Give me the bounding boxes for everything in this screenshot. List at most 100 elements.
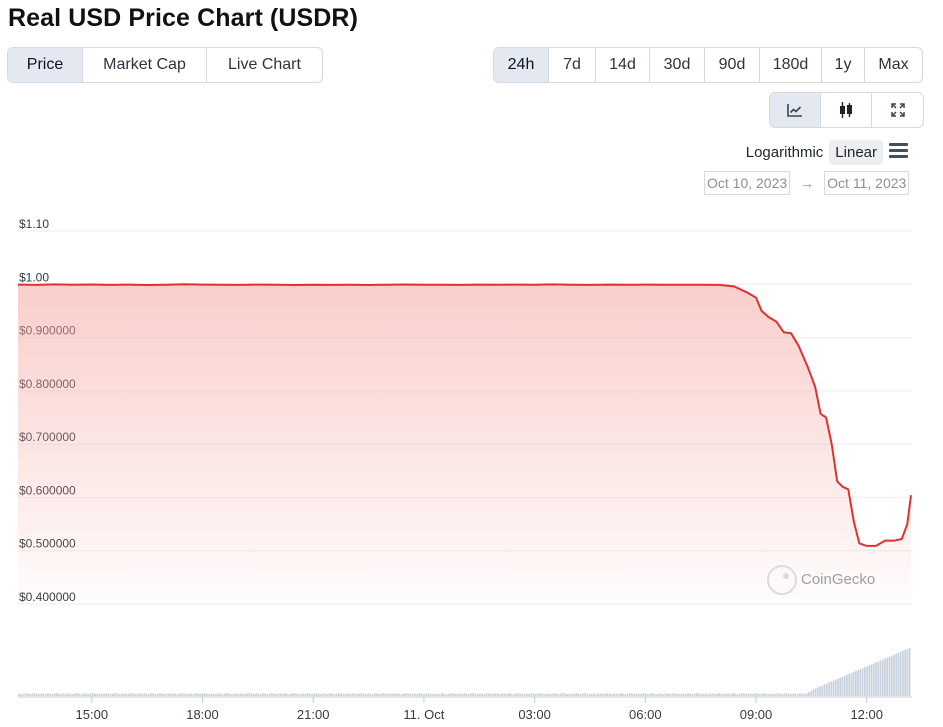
date-to-input[interactable]: Oct 11, 2023	[824, 171, 910, 195]
line-chart-button[interactable]	[770, 93, 821, 127]
volume-bar	[360, 693, 363, 696]
x-tick-label: 12:00	[850, 707, 883, 722]
volume-bar	[338, 693, 340, 696]
range-max[interactable]: Max	[878, 56, 909, 73]
volume-bar	[326, 694, 329, 696]
volume-bar	[555, 693, 557, 696]
hamburger-menu-icon[interactable]	[889, 143, 908, 159]
volume-bar	[125, 694, 128, 696]
volume-bar	[335, 693, 338, 696]
candlestick-button[interactable]	[821, 93, 872, 127]
volume-bar	[98, 693, 101, 696]
volume-bar	[197, 693, 199, 696]
volume-bar	[414, 693, 416, 696]
volume-bar	[651, 693, 654, 696]
volume-bar	[720, 693, 723, 696]
volume-bar	[159, 693, 161, 696]
fullscreen-button[interactable]	[872, 93, 923, 127]
volume-bar	[282, 694, 284, 696]
volume-bar	[257, 693, 260, 696]
volume-bar	[622, 693, 624, 696]
volume-bar	[855, 671, 857, 696]
volume-bar	[693, 693, 696, 696]
volume-bar	[801, 693, 804, 696]
volume-bar	[163, 694, 166, 696]
volume-bar	[548, 693, 551, 696]
volume-bar	[586, 693, 589, 696]
volume-bar	[190, 693, 193, 696]
volume-bar	[181, 693, 184, 696]
volume-bar	[367, 693, 369, 696]
volume-bar	[418, 693, 421, 696]
volume-bar	[808, 692, 810, 696]
date-range: Oct 10, 2023 → Oct 11, 2023	[704, 171, 910, 195]
volume-bar	[317, 693, 320, 696]
line-chart-icon	[787, 104, 802, 117]
volume-bar	[539, 693, 542, 696]
volume-bar	[60, 693, 63, 696]
volume-bar	[747, 693, 750, 696]
volume-bar	[785, 693, 788, 696]
volume-bar	[774, 694, 777, 696]
volume-bar	[165, 693, 168, 696]
volume-bar	[729, 694, 732, 696]
volume-bar	[22, 694, 25, 696]
volume-bar	[405, 693, 407, 696]
volume-bar	[170, 694, 172, 696]
tab-live-chart[interactable]: Live Chart	[228, 56, 301, 73]
volume-bar	[635, 693, 638, 696]
volume-bar	[624, 694, 627, 696]
volume-bar	[812, 689, 815, 696]
volume-bar	[770, 693, 772, 696]
volume-bar	[18, 694, 20, 696]
volume-bar	[465, 693, 468, 696]
volume-bars	[18, 648, 911, 696]
volume-bar	[226, 693, 228, 696]
volume-bar	[447, 693, 450, 696]
volume-bar	[456, 693, 459, 696]
volume-bar	[658, 693, 660, 696]
volume-bar	[228, 693, 231, 696]
volume-bar	[118, 694, 121, 696]
volume-bar	[781, 694, 783, 696]
range-24h[interactable]: 24h	[494, 48, 549, 82]
range-14d[interactable]: 14d	[596, 48, 650, 82]
volume-bar	[188, 693, 190, 696]
volume-bar	[308, 693, 311, 696]
y-tick-label: $1.00	[19, 270, 49, 284]
range-180d[interactable]: 180d	[760, 48, 822, 82]
volume-bar	[434, 693, 436, 696]
scale-linear[interactable]: Linear	[829, 140, 883, 165]
volume-bar	[192, 694, 195, 696]
volume-bar	[306, 693, 309, 696]
volume-bar	[655, 694, 658, 696]
range-90d[interactable]: 90d	[705, 48, 760, 82]
volume-bar	[423, 694, 425, 696]
volume-bar	[669, 694, 671, 696]
volume-bar	[521, 694, 524, 696]
volume-bar	[73, 693, 76, 696]
volume-bar	[302, 693, 304, 696]
volume-bar	[94, 693, 96, 696]
volume-bar	[796, 694, 799, 696]
tab-market-cap[interactable]: Market Cap	[83, 48, 207, 82]
volume-bar	[537, 693, 539, 696]
volume-bar	[89, 693, 92, 696]
volume-bar	[508, 693, 510, 696]
range-7d[interactable]: 7d	[549, 48, 596, 82]
volume-bar	[208, 694, 210, 696]
range-1y[interactable]: 1y	[822, 48, 865, 82]
volume-bar	[494, 693, 497, 696]
range-30d[interactable]: 30d	[650, 48, 705, 82]
scale-logarithmic[interactable]: Logarithmic	[745, 144, 824, 161]
volume-bar	[470, 693, 472, 696]
volume-bar	[132, 693, 134, 696]
volume-bar	[145, 693, 148, 696]
date-from-input[interactable]: Oct 10, 2023	[704, 171, 791, 195]
volume-bar	[830, 681, 833, 696]
tab-price[interactable]: Price	[8, 48, 83, 82]
volume-bar	[26, 693, 29, 696]
volume-bar	[783, 693, 786, 696]
volume-bar	[474, 693, 477, 696]
volume-bar	[881, 659, 884, 696]
